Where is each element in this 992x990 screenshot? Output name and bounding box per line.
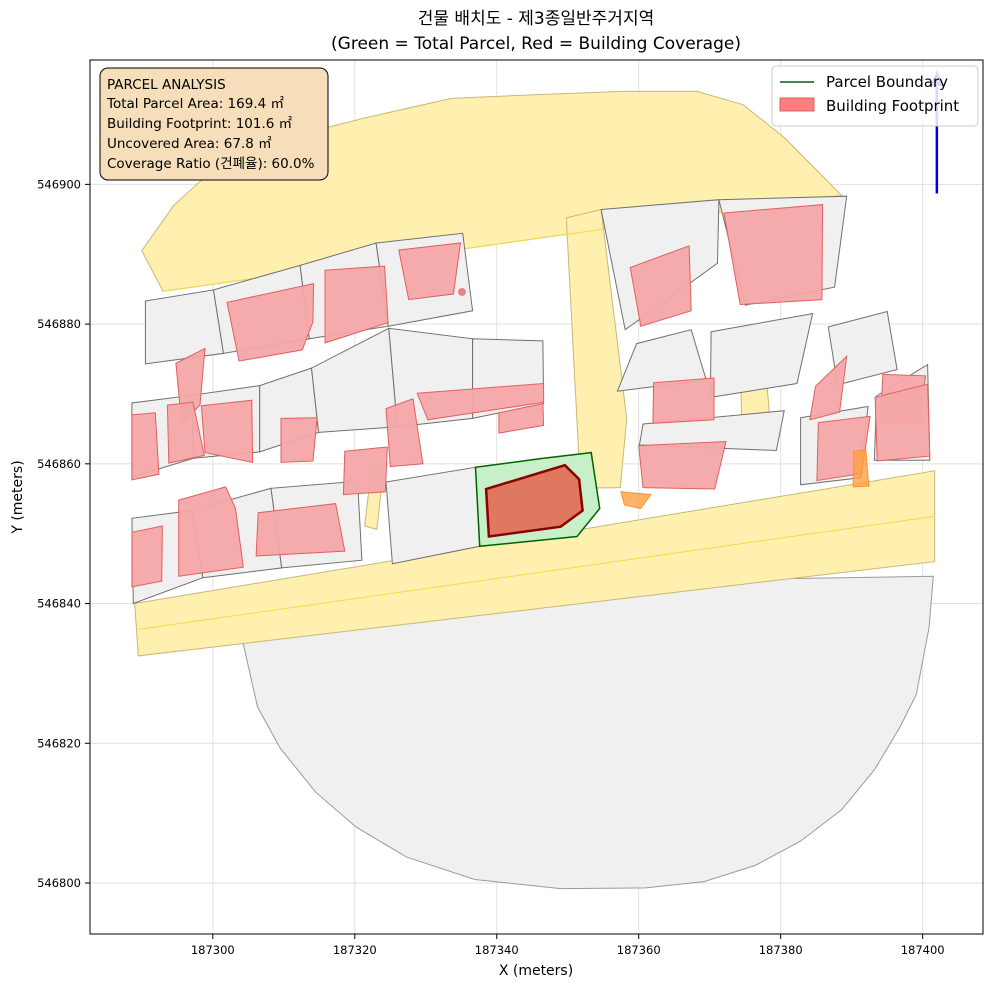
lot-parcel xyxy=(144,289,225,365)
x-tick-label: 187340 xyxy=(475,943,519,957)
building-footprint xyxy=(226,282,315,362)
building-footprint xyxy=(416,382,545,421)
building-footprint xyxy=(131,525,163,588)
y-axis-label: Y (meters) xyxy=(10,460,26,534)
legend-frame xyxy=(771,65,979,127)
target-building xyxy=(484,463,584,538)
legend-parcel-label: Parcel Boundary xyxy=(826,73,948,91)
legend: Parcel Boundary Building Footprint xyxy=(771,65,979,127)
info-uncovered-area: Uncovered Area: 67.8 ㎡ xyxy=(107,136,272,152)
chart-subtitle: (Green = Total Parcel, Red = Building Co… xyxy=(331,34,741,54)
road-centerline xyxy=(138,515,935,630)
road-area xyxy=(565,208,628,489)
building-footprint xyxy=(324,265,389,344)
info-box-title: PARCEL ANALYSIS xyxy=(107,77,226,93)
building-footprint xyxy=(398,242,462,301)
parcel-analysis-box: PARCEL ANALYSIS Total Parcel Area: 169.4… xyxy=(99,67,329,181)
lot-parcel xyxy=(709,312,814,398)
lot-parcel xyxy=(638,410,785,452)
building-layer xyxy=(131,204,931,588)
lot-parcel xyxy=(385,466,481,565)
target-layer xyxy=(474,451,601,548)
chart-title: 건물 배치도 - 제3종일반주거지역 xyxy=(418,9,654,29)
building-footprint xyxy=(131,412,160,481)
building-footprint xyxy=(385,398,424,468)
building-footprint xyxy=(255,503,346,557)
info-total-area: Total Parcel Area: 169.4 ㎡ xyxy=(106,96,284,112)
x-tick-label: 187360 xyxy=(617,943,661,957)
y-tick-label: 546880 xyxy=(37,317,81,331)
info-box-frame xyxy=(99,67,329,181)
building-footprint xyxy=(809,354,848,421)
x-tick-label: 187400 xyxy=(901,943,945,957)
x-tick-label: 187380 xyxy=(759,943,803,957)
road-area xyxy=(134,470,936,657)
building-footprint xyxy=(723,204,824,306)
building-footprint xyxy=(652,377,715,424)
site-boundary xyxy=(229,575,934,890)
overlap-area xyxy=(620,491,652,510)
site-layer xyxy=(229,575,934,890)
y-tick-label: 546800 xyxy=(37,876,81,890)
building-footprint xyxy=(200,399,254,464)
building-footprint xyxy=(498,403,545,434)
info-coverage-ratio: Coverage Ratio (건폐율): 60.0% xyxy=(107,156,315,172)
y-tick-label: 546820 xyxy=(37,736,81,750)
y-tick-label: 546860 xyxy=(37,457,81,471)
building-footprint xyxy=(280,417,318,463)
building-footprint xyxy=(166,401,205,464)
point-marker xyxy=(457,287,466,296)
info-building-footprint: Building Footprint: 101.6 ㎡ xyxy=(107,116,293,132)
y-tick-label: 546900 xyxy=(37,177,81,191)
x-axis-label: X (meters) xyxy=(499,963,573,979)
overlap-area xyxy=(852,449,870,488)
x-tick-label: 187320 xyxy=(333,943,377,957)
plot-frame xyxy=(89,59,984,935)
building-footprint xyxy=(874,383,931,462)
y-tick-label: 546840 xyxy=(37,597,81,611)
legend-building-swatch xyxy=(779,97,815,112)
x-axis-ticks: 187300 187320 187340 187360 187380 187400 xyxy=(191,934,945,957)
building-footprint xyxy=(638,440,727,490)
x-tick-label: 187300 xyxy=(191,943,235,957)
building-footprint xyxy=(178,486,244,577)
building-footprint xyxy=(629,245,692,327)
y-axis-ticks: 546800 546820 546840 546860 546880 546900 xyxy=(37,177,90,890)
building-footprint xyxy=(342,446,388,496)
legend-building-label: Building Footprint xyxy=(826,97,959,115)
